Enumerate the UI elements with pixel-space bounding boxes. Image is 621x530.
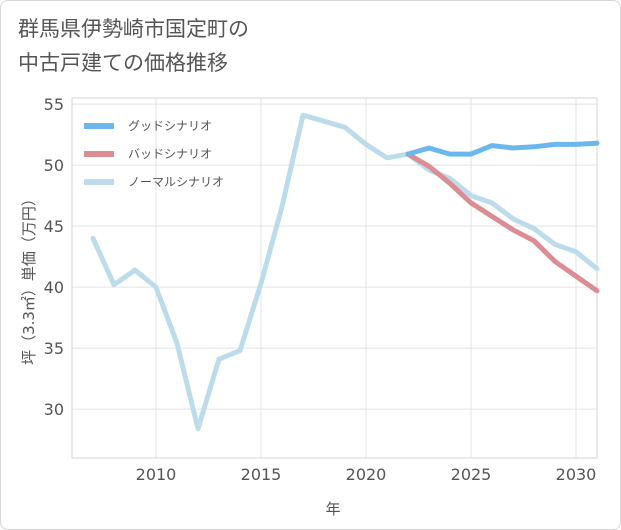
y-tick-label: 55 bbox=[44, 95, 64, 114]
x-tick-label: 2020 bbox=[346, 465, 387, 484]
y-tick-label: 45 bbox=[44, 217, 64, 236]
legend-label: ノーマルシナリオ bbox=[128, 175, 224, 189]
grid-lines bbox=[72, 98, 597, 458]
series-lines bbox=[90, 112, 600, 432]
y-axis-ticks: 30 35 40 45 50 55 bbox=[44, 95, 64, 419]
y-axis-label: 坪（3.3㎡）単価（万円） bbox=[20, 191, 38, 365]
y-tick-label: 35 bbox=[44, 339, 64, 358]
x-tick-label: 2025 bbox=[451, 465, 492, 484]
x-axis-ticks: 2010 2015 2020 2025 2030 bbox=[136, 465, 597, 484]
series-line-2 bbox=[90, 112, 600, 432]
y-tick-label: 50 bbox=[44, 156, 64, 175]
y-tick-label: 30 bbox=[44, 400, 64, 419]
x-tick-label: 2015 bbox=[241, 465, 282, 484]
plot-area-border bbox=[71, 97, 598, 459]
x-tick-label: 2010 bbox=[136, 465, 177, 484]
chart-title-line-2: 中古戸建ての価格推移 bbox=[18, 51, 228, 75]
x-tick-label: 2030 bbox=[556, 465, 597, 484]
legend-label: グッドシナリオ bbox=[128, 119, 212, 133]
series-line-0 bbox=[405, 140, 600, 157]
legend-label: バッドシナリオ bbox=[128, 147, 212, 161]
y-tick-label: 40 bbox=[44, 278, 64, 297]
x-axis-label: 年 bbox=[325, 500, 340, 518]
chart-title-line-1: 群馬県伊勢崎市国定町の bbox=[18, 17, 249, 41]
chart-title: 群馬県伊勢崎市国定町の 中古戸建ての価格推移 bbox=[18, 12, 458, 80]
series-line-1 bbox=[405, 151, 600, 294]
